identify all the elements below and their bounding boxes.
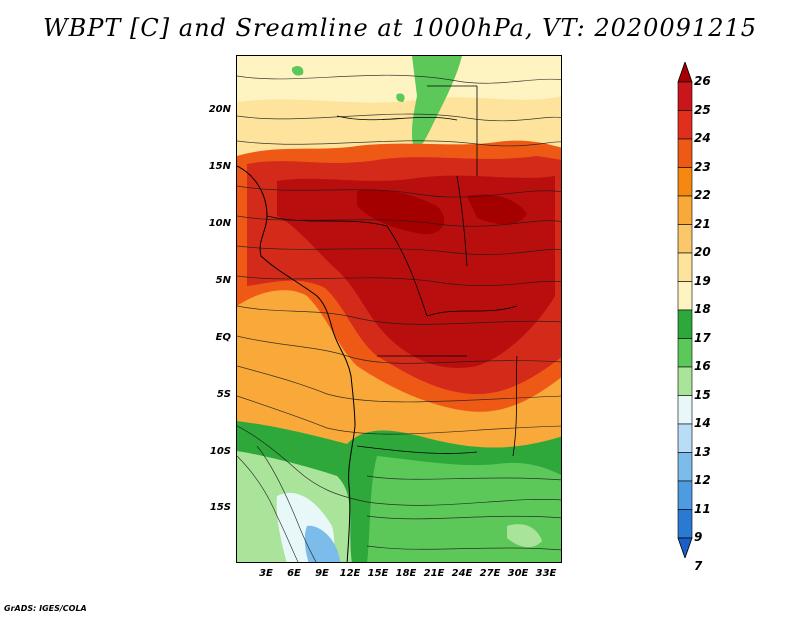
map-canvas bbox=[237, 56, 561, 562]
colorbar-label: 15 bbox=[694, 387, 711, 402]
colorbar-segment bbox=[677, 395, 693, 425]
colorbar-segment bbox=[677, 509, 693, 539]
wbpt-region-16b bbox=[367, 456, 561, 562]
colorbar-label: 22 bbox=[694, 188, 711, 202]
wbpt-map bbox=[236, 55, 562, 563]
colorbar-bottom-triangle bbox=[677, 537, 693, 558]
colorbar-label: 7 bbox=[694, 558, 703, 573]
lon-label-21e: 21E bbox=[423, 568, 445, 579]
lat-label-20n: 20N bbox=[208, 104, 231, 115]
colorbar-label: 11 bbox=[694, 501, 711, 516]
colorbar-label: 19 bbox=[694, 273, 711, 288]
lon-label-9e: 9E bbox=[315, 568, 329, 579]
colorbar-label: 25 bbox=[694, 102, 711, 117]
lat-label-5n: 5N bbox=[215, 275, 231, 286]
lat-label-15n: 15N bbox=[208, 161, 231, 172]
lon-label-27e: 27E bbox=[479, 568, 501, 579]
colorbar-label: 26 bbox=[694, 74, 711, 88]
lat-label-10s: 10S bbox=[209, 446, 231, 457]
colorbar-segment bbox=[677, 452, 693, 482]
lon-label-30e: 30E bbox=[507, 568, 529, 579]
colorbar-segment bbox=[677, 81, 693, 111]
colorbar bbox=[677, 62, 693, 558]
colorbar-label: 12 bbox=[694, 473, 711, 487]
colorbar-segment bbox=[677, 138, 693, 168]
lon-label-3e: 3E bbox=[259, 568, 273, 579]
colorbar-label: 14 bbox=[694, 416, 711, 430]
colorbar-segment bbox=[677, 423, 693, 453]
colorbar-label: 18 bbox=[694, 302, 711, 316]
colorbar-segment bbox=[677, 309, 693, 339]
coastline bbox=[237, 165, 356, 562]
lon-label-33e: 33E bbox=[535, 568, 557, 579]
streamlines bbox=[237, 74, 561, 562]
colorbar-label: 20 bbox=[694, 245, 711, 259]
lat-label-15s: 15S bbox=[209, 502, 231, 513]
wbpt-region-20 bbox=[237, 56, 561, 103]
footer-credit: GrADS: IGES/COLA bbox=[4, 604, 87, 613]
wbpt-region-lake-south bbox=[507, 524, 542, 548]
lon-label-18e: 18E bbox=[395, 568, 417, 579]
colorbar-segment bbox=[677, 195, 693, 225]
wbpt-region-14 bbox=[304, 525, 341, 562]
colorbar-segment bbox=[677, 167, 693, 197]
colorbar-segment bbox=[677, 281, 693, 311]
colorbar-segment bbox=[677, 252, 693, 282]
lon-label-12e: 12E bbox=[339, 568, 361, 579]
colorbar-label: 16 bbox=[694, 359, 711, 373]
colorbar-segment bbox=[677, 224, 693, 254]
lat-label-10n: 10N bbox=[208, 218, 231, 229]
colorbar-segment bbox=[677, 480, 693, 510]
chart-title: WBPT [C] and Sreamline at 1000hPa, VT: 2… bbox=[42, 14, 758, 42]
lat-label-5s: 5S bbox=[216, 389, 231, 400]
colorbar-label: 24 bbox=[694, 131, 711, 145]
colorbar-top-triangle bbox=[677, 62, 693, 83]
colorbar-label: 17 bbox=[694, 330, 711, 345]
lon-label-6e: 6E bbox=[287, 568, 301, 579]
colorbar-label: 23 bbox=[694, 159, 711, 174]
colorbar-label: 9 bbox=[694, 530, 703, 544]
colorbar-segment bbox=[677, 110, 693, 140]
colorbar-segment bbox=[677, 338, 693, 368]
lon-label-24e: 24E bbox=[451, 568, 473, 579]
lon-label-15e: 15E bbox=[367, 568, 389, 579]
colorbar-label: 13 bbox=[694, 444, 711, 459]
wbpt-region-26 bbox=[357, 189, 527, 235]
country-borders bbox=[266, 85, 518, 457]
colorbar-segment bbox=[677, 366, 693, 396]
lat-label-eq: EQ bbox=[215, 332, 231, 343]
colorbar-label: 21 bbox=[694, 216, 711, 231]
wbpt-region-25 bbox=[277, 175, 555, 368]
